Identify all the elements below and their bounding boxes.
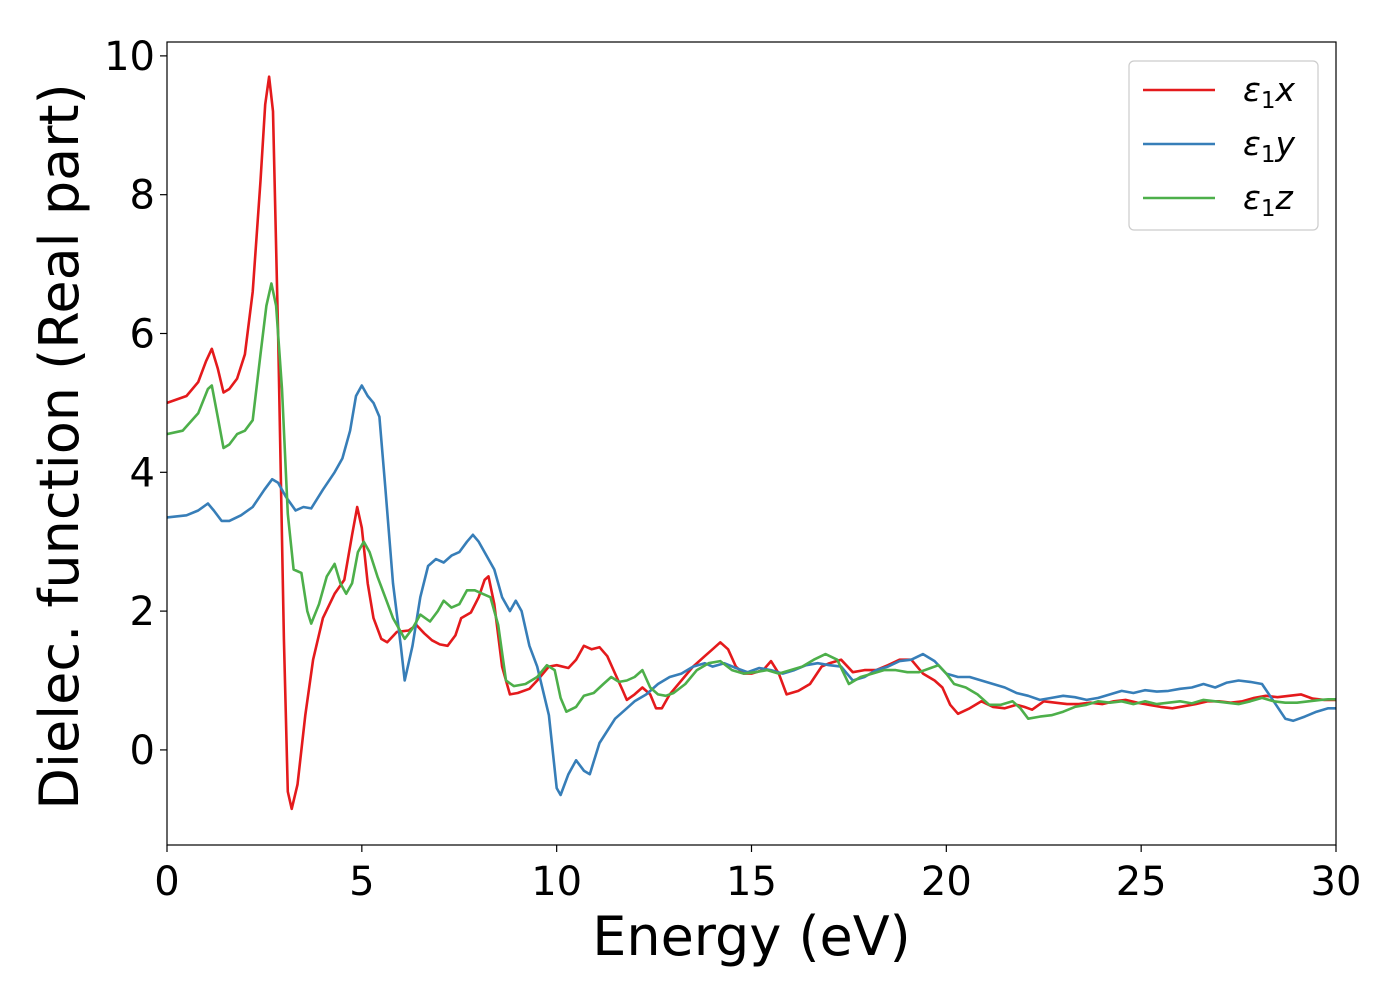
x-tick-label: 10 (531, 859, 582, 905)
y-axis-ticks: 0 2 4 6 8 10 (104, 34, 167, 774)
x-tick-label: 20 (921, 859, 972, 905)
x-axis-ticks: 0 5 10 15 20 25 30 (154, 845, 1361, 905)
legend-symbol: ε (1243, 70, 1261, 109)
y-tick-label: 4 (130, 450, 155, 496)
legend-variable: z (1274, 178, 1293, 217)
x-tick-label: 25 (1116, 859, 1167, 905)
legend-subscript: 1 (1261, 142, 1276, 168)
legend-symbol: ε (1243, 178, 1261, 217)
series-line-y (167, 384, 1336, 797)
legend-symbol: ε (1243, 124, 1261, 163)
y-tick-label: 0 (130, 728, 155, 774)
y-tick-label: 10 (104, 34, 155, 80)
series-lines (167, 75, 1336, 811)
y-axis-label: Dielec. function (Real part) (28, 83, 91, 809)
series-line-x (167, 75, 1336, 811)
x-tick-label: 5 (349, 859, 374, 905)
legend-box (1128, 60, 1319, 231)
legend-label-y: ε1y (1243, 124, 1295, 168)
x-tick-label: 0 (154, 859, 179, 905)
legend-label-z: ε1z (1243, 178, 1293, 222)
x-tick-label: 15 (726, 859, 777, 905)
legend-variable: y (1274, 124, 1295, 163)
y-tick-label: 6 (130, 311, 155, 357)
y-tick-label: 8 (130, 173, 155, 219)
x-tick-label: 30 (1311, 859, 1362, 905)
series-line-z (167, 282, 1336, 720)
legend-label-x: ε1x (1243, 70, 1295, 114)
y-tick-label: 2 (130, 589, 155, 635)
legend-subscript: 1 (1261, 88, 1276, 114)
legend-subscript: 1 (1261, 196, 1276, 222)
x-axis-label: Energy (eV) (592, 905, 911, 968)
legend-variable: x (1274, 70, 1295, 109)
